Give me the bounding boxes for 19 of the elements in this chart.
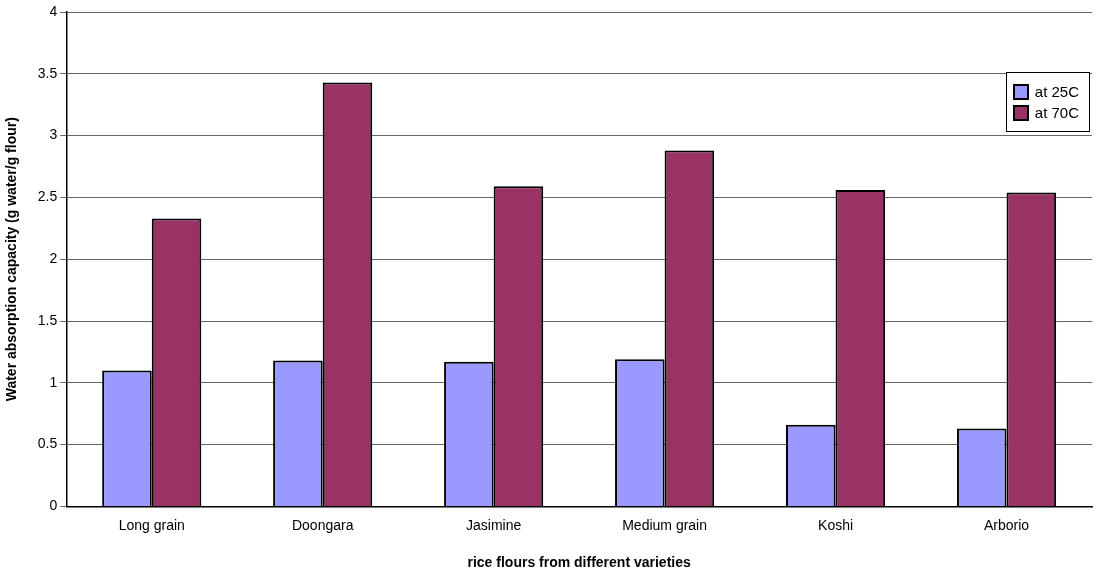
x-tick-label: Long grain — [118, 516, 185, 533]
y-tick-label: 2 — [49, 250, 58, 267]
y-tick-label: 0 — [49, 497, 58, 514]
y-tick-label: 4 — [49, 2, 58, 19]
y-tick-label: 1.5 — [37, 311, 58, 328]
y-tick-label: 0.5 — [37, 435, 58, 452]
y-tick-label: 3.5 — [37, 64, 58, 81]
y-tick-label: 1 — [49, 373, 58, 390]
x-tick-label: Medium grain — [622, 516, 708, 533]
x-tick-label: Jasimine — [466, 516, 522, 533]
legend-label: at 70C — [1034, 104, 1079, 121]
y-tick-label: 2.5 — [37, 188, 58, 205]
y-axis-title: Water absorption capacity (g water/g flour) — [3, 117, 20, 402]
x-tick-label: Koshi — [818, 516, 854, 533]
x-tick-label: Arborio — [983, 516, 1030, 533]
x-axis-title: rice flours from different varieties — [467, 554, 691, 571]
legend-label: at 25C — [1034, 83, 1079, 100]
y-tick-label: 3 — [49, 126, 58, 143]
x-tick-label: Doongara — [291, 516, 354, 533]
